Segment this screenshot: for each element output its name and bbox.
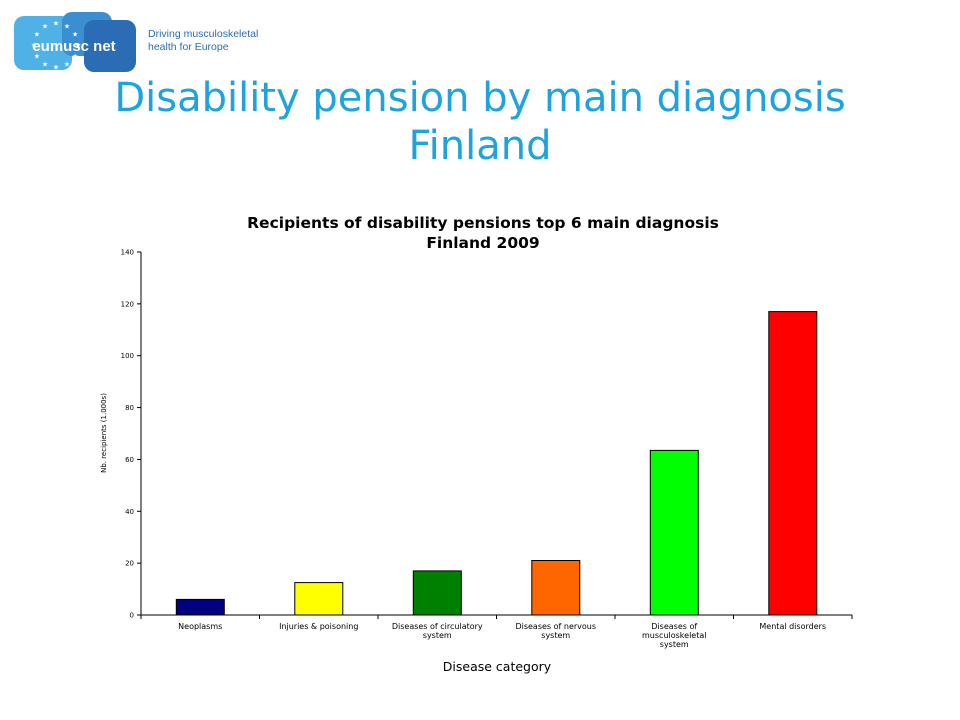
bar — [768, 311, 818, 616]
slide-title-line2: Finland — [408, 123, 552, 169]
eumusc-logo: ★ ★ ★ ★ ★ ★ ★ ★ ★ ★ ★ ★ eumusc net Driving musculos… — [12, 10, 262, 76]
bar — [294, 582, 344, 616]
bar — [175, 598, 225, 616]
logo-star: ★ — [31, 42, 37, 50]
bar — [412, 570, 462, 616]
x-category-label: Neoplasms — [178, 622, 222, 631]
logo-star: ★ — [34, 53, 40, 61]
eumusc-logo-mark: ★★★★★★★★★ ★ ★★ eumusc net Driving musculos… — [14, 12, 258, 72]
x-category-label: Diseases of — [651, 622, 697, 631]
x-category-label: system — [541, 631, 570, 640]
y-axis-title: Nb. recipients (1.000s) — [100, 393, 108, 473]
y-tick-label: 40 — [125, 508, 134, 516]
logo-star: ★ — [53, 20, 59, 28]
x-category-label: Diseases of nervous — [515, 622, 596, 631]
logo-stars: ★★★★★★★★★ ★ ★★ — [31, 20, 81, 72]
logo-star: ★ — [75, 42, 81, 50]
bar — [531, 560, 581, 616]
y-tick-label: 140 — [121, 249, 134, 257]
y-tick-label: 120 — [121, 300, 134, 308]
y-tick-label: 100 — [121, 352, 134, 360]
slide-title: Disability pension by main diagnosis Fin… — [0, 74, 960, 170]
logo-tile-right — [84, 20, 136, 72]
chart-title-line2: Finland 2009 — [426, 234, 539, 252]
x-category-label: system — [660, 640, 689, 649]
logo-tile-left — [14, 16, 72, 70]
chart-title-line1: Recipients of disability pensions top 6 … — [247, 214, 719, 232]
y-axis: 0 20 40 60 80 100 120 140 — [121, 249, 142, 620]
slide-title-line1: Disability pension by main diagnosis — [114, 75, 846, 121]
x-axis-title: Disease category — [443, 659, 552, 674]
x-category-label: musculoskeletal — [642, 631, 706, 640]
bars — [175, 311, 818, 616]
x-category-label: Mental disorders — [759, 622, 826, 631]
logo-star: ★ — [64, 61, 70, 69]
x-axis: Neoplasms Injuries & poisoning Diseases of… — [140, 614, 853, 649]
x-category-label: Injuries & poisoning — [279, 622, 358, 631]
logo-star: ★ — [34, 31, 40, 39]
x-category-label: system — [423, 631, 452, 640]
y-tick-label: 80 — [125, 404, 134, 412]
y-tick-label: 60 — [125, 456, 134, 464]
logo-star: ★ — [53, 64, 59, 72]
logo-star: ★ — [42, 61, 48, 69]
bar — [649, 449, 699, 616]
y-tick-label: 20 — [125, 560, 134, 568]
y-tick-label: 0 — [130, 612, 134, 620]
logo-tagline-line1: Driving musculoskeletal — [148, 28, 258, 40]
logo-star: ★ — [64, 22, 70, 30]
x-category-label: Diseases of circulatory — [392, 622, 483, 631]
logo-tagline-line2: health for Europe — [148, 41, 229, 53]
logo-wordmark: eumusc net — [32, 38, 115, 55]
logo-star: ★ — [42, 22, 48, 30]
logo-star: ★ — [72, 31, 78, 39]
logo-star: ★ — [72, 53, 78, 61]
